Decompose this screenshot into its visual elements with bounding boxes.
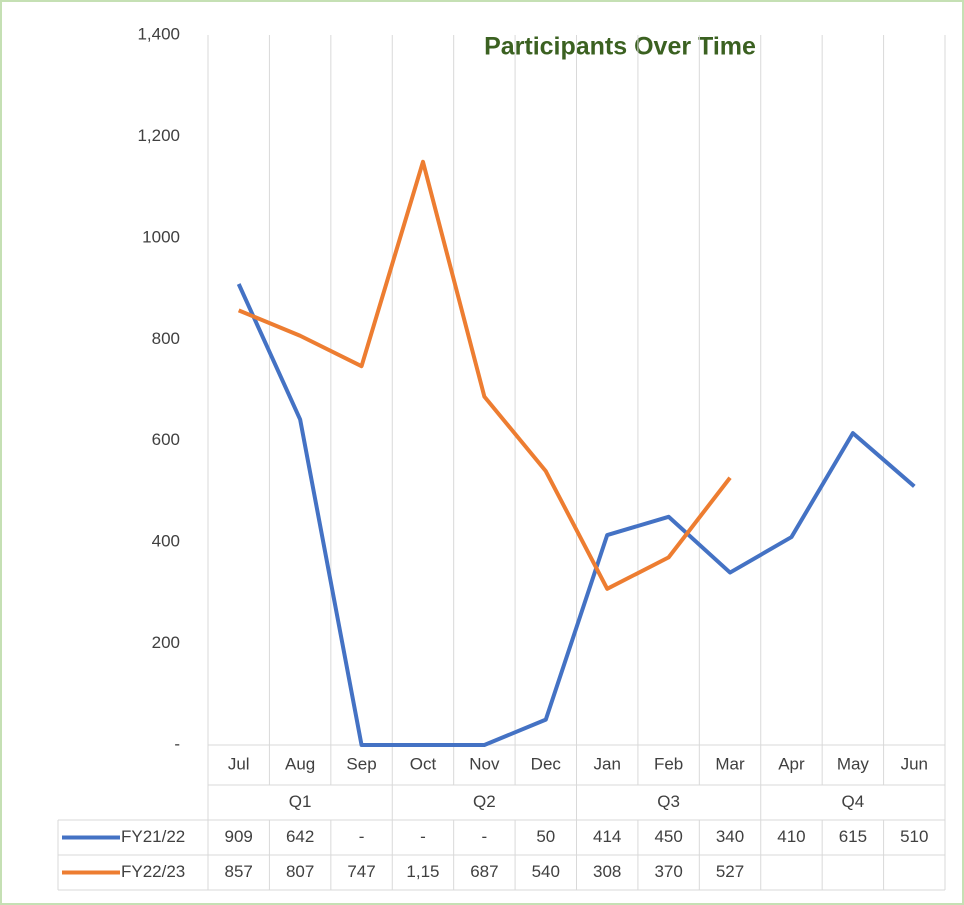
table-value: - xyxy=(420,827,426,846)
x-tick-label: Jul xyxy=(228,754,250,773)
legend-label: FY21/22 xyxy=(121,827,185,846)
group-label: Q1 xyxy=(289,792,312,811)
group-label: Q3 xyxy=(657,792,680,811)
table-value: 340 xyxy=(716,827,744,846)
y-tick-label: - xyxy=(174,734,180,753)
x-tick-label: Jan xyxy=(593,754,620,773)
table-value: 857 xyxy=(225,862,253,881)
legend-label: FY22/23 xyxy=(121,862,185,881)
table-value: - xyxy=(359,827,365,846)
table-value: 510 xyxy=(900,827,928,846)
x-tick-label: Apr xyxy=(778,754,805,773)
y-tick-label: 600 xyxy=(152,430,180,449)
table-value: 410 xyxy=(777,827,805,846)
y-tick-label: 800 xyxy=(152,329,180,348)
table-value: 527 xyxy=(716,862,744,881)
group-label: Q4 xyxy=(842,792,865,811)
x-tick-label: Jun xyxy=(901,754,928,773)
series-line xyxy=(237,159,732,591)
table-value: 370 xyxy=(654,862,682,881)
table-value: 1,15 xyxy=(406,862,439,881)
x-tick-label: Oct xyxy=(410,754,437,773)
y-tick-label: 1,200 xyxy=(137,126,180,145)
x-tick-label: Aug xyxy=(285,754,315,773)
y-tick-label: 400 xyxy=(152,532,180,551)
table-value: 642 xyxy=(286,827,314,846)
table-value: 540 xyxy=(532,862,560,881)
x-tick-label: Nov xyxy=(469,754,500,773)
x-tick-label: Dec xyxy=(531,754,562,773)
y-tick-label: 1,400 xyxy=(137,24,180,43)
table-value: 450 xyxy=(654,827,682,846)
table-value: 747 xyxy=(347,862,375,881)
series-line xyxy=(236,283,916,747)
chart-title: Participants Over Time xyxy=(484,33,756,61)
group-label: Q2 xyxy=(473,792,496,811)
table-value: 50 xyxy=(536,827,555,846)
table-value: 615 xyxy=(839,827,867,846)
y-tick-label: 200 xyxy=(152,633,180,652)
x-tick-label: Mar xyxy=(715,754,745,773)
table-value: - xyxy=(482,827,488,846)
table-value: 687 xyxy=(470,862,498,881)
x-tick-label: Sep xyxy=(346,754,376,773)
table-value: 909 xyxy=(225,827,253,846)
table-value: 414 xyxy=(593,827,621,846)
table-value: 807 xyxy=(286,862,314,881)
x-tick-label: May xyxy=(837,754,870,773)
x-tick-label: Feb xyxy=(654,754,683,773)
table-value: 308 xyxy=(593,862,621,881)
y-tick-label: 1000 xyxy=(142,227,180,246)
